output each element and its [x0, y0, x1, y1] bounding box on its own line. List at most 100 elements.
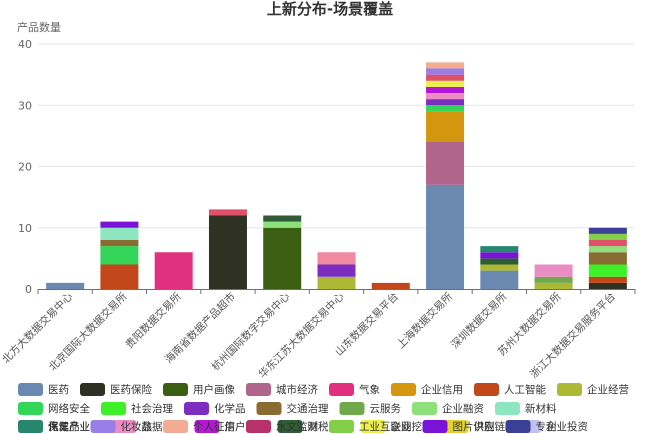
legend-label[interactable]: 交通治理 — [286, 402, 328, 415]
legend-swatch[interactable] — [194, 420, 220, 433]
legend-swatch[interactable] — [411, 402, 437, 415]
bar-segment — [534, 264, 573, 277]
legend-swatch[interactable] — [256, 402, 282, 415]
legend-swatch[interactable] — [245, 383, 271, 396]
legend-label[interactable]: 企业经营 — [587, 383, 629, 396]
legend-swatch[interactable] — [328, 420, 354, 433]
legend-label[interactable]: 保健品 — [48, 420, 80, 433]
legend-label[interactable]: 人工智能 — [504, 383, 546, 396]
legend-label[interactable]: 企业挖掘 — [390, 420, 432, 433]
legend-label[interactable]: 工业互联网 — [359, 421, 412, 433]
legend-label[interactable]: 企业融资 — [442, 402, 484, 415]
legend-swatch[interactable] — [422, 420, 448, 433]
bar-segment — [263, 221, 302, 228]
legend-swatch[interactable] — [473, 383, 499, 396]
legend-swatch[interactable] — [18, 383, 43, 396]
legend-swatch[interactable] — [360, 420, 386, 433]
bar-segment — [588, 233, 627, 240]
legend-swatch[interactable] — [245, 420, 271, 433]
legend-swatch[interactable] — [277, 420, 303, 433]
bar-segment — [426, 105, 465, 112]
legend-label[interactable]: 汽车产业 — [48, 420, 90, 433]
legend-label[interactable]: 化工产业链 — [48, 420, 101, 433]
bar-segment — [100, 246, 139, 265]
bar-segment — [426, 86, 465, 93]
bar-segment — [588, 240, 627, 247]
y-tick-label: 30 — [18, 99, 32, 112]
y-tick-label: 20 — [18, 161, 32, 174]
bar-segment — [426, 93, 465, 100]
x-tick-label: 华东江苏大数据交易中心 — [256, 290, 347, 381]
bar-segment — [100, 264, 139, 289]
x-tick-label: 浙江大数据交易服务平台 — [527, 290, 618, 381]
bar-segment — [426, 68, 465, 75]
bar-segment — [534, 276, 573, 283]
legend-label[interactable]: 医药 — [48, 384, 69, 396]
legend-swatch[interactable] — [505, 420, 531, 433]
legend-label[interactable]: 医药保险 — [110, 383, 152, 396]
bar-segment — [208, 215, 247, 289]
legend-label[interactable]: 化学品 — [214, 402, 246, 415]
legend-label[interactable]: 水文监测 — [276, 420, 318, 433]
legend-swatch[interactable] — [328, 383, 354, 396]
x-tick-label: 上海数据交易所 — [394, 290, 456, 352]
legend-swatch[interactable] — [339, 402, 365, 415]
legend-label[interactable]: 企业信用 — [421, 383, 463, 396]
legend-swatch[interactable] — [183, 402, 209, 415]
legend-label[interactable]: 新材料 — [525, 402, 557, 415]
bar-segment — [371, 282, 410, 289]
bar-segment — [588, 282, 627, 289]
bar-segment — [588, 264, 627, 277]
bar-segment — [426, 99, 465, 106]
legend-label[interactable]: 供应链 — [473, 420, 505, 433]
legend-swatch[interactable] — [556, 383, 582, 396]
bar-segment — [588, 252, 627, 265]
legend-swatch[interactable] — [162, 420, 188, 433]
bar-segment — [317, 264, 356, 277]
legend-swatch[interactable] — [162, 383, 188, 396]
legend-label[interactable]: 图片识别 — [452, 420, 494, 433]
legend-swatch[interactable] — [79, 383, 105, 396]
legend-swatch[interactable] — [443, 420, 469, 433]
legend-label[interactable]: 用户画像 — [193, 383, 235, 396]
legend-label[interactable]: 气象 — [359, 383, 380, 396]
legend-label[interactable]: 企业投资 — [546, 420, 588, 433]
legend-swatch[interactable] — [494, 402, 520, 415]
legend-swatch[interactable] — [111, 420, 137, 433]
bar-segment — [588, 276, 627, 283]
bar-segment — [480, 258, 519, 265]
legend-label[interactable]: 个人征信 — [193, 421, 235, 433]
axes: 010203040北方大数据交易中心北京国际大数据交易所贵阳数据交易所海南省数据… — [0, 38, 636, 381]
bar-segment — [208, 209, 247, 216]
legend-label[interactable]: 专利 — [535, 420, 556, 433]
bar-segment — [100, 227, 139, 240]
bar-segment — [317, 252, 356, 265]
legend-swatch[interactable] — [90, 420, 116, 433]
bar-segment — [426, 62, 465, 69]
bar-segment — [426, 111, 465, 142]
bar-segment — [426, 184, 465, 289]
legend-label[interactable]: 网络安全 — [48, 402, 90, 415]
gridlines — [38, 43, 635, 229]
y-tick-label: 40 — [18, 38, 32, 51]
bar-segment — [588, 246, 627, 253]
bar-segment — [263, 215, 302, 222]
bar-segment — [480, 270, 519, 289]
legend-label[interactable]: 化妆品 — [120, 420, 152, 433]
legend-swatch[interactable] — [100, 402, 126, 415]
legend-swatch[interactable] — [18, 402, 43, 415]
bar-segment — [426, 74, 465, 81]
x-tick-label: 贵阳数据交易所 — [123, 290, 185, 352]
bar-segment — [426, 80, 465, 87]
bar-segment — [263, 227, 302, 289]
legend-swatch[interactable] — [390, 383, 416, 396]
legend-swatch[interactable] — [18, 420, 43, 433]
bar-segment — [317, 276, 356, 289]
bar-segment — [534, 282, 573, 289]
legend-label[interactable]: 城市经济 — [276, 383, 318, 396]
y-tick-label: 0 — [25, 283, 32, 296]
legend-label[interactable]: 社会治理 — [131, 402, 173, 415]
chart-title: 上新分布-场景覆盖 — [267, 0, 393, 18]
legend-label[interactable]: 云服务 — [369, 402, 401, 415]
